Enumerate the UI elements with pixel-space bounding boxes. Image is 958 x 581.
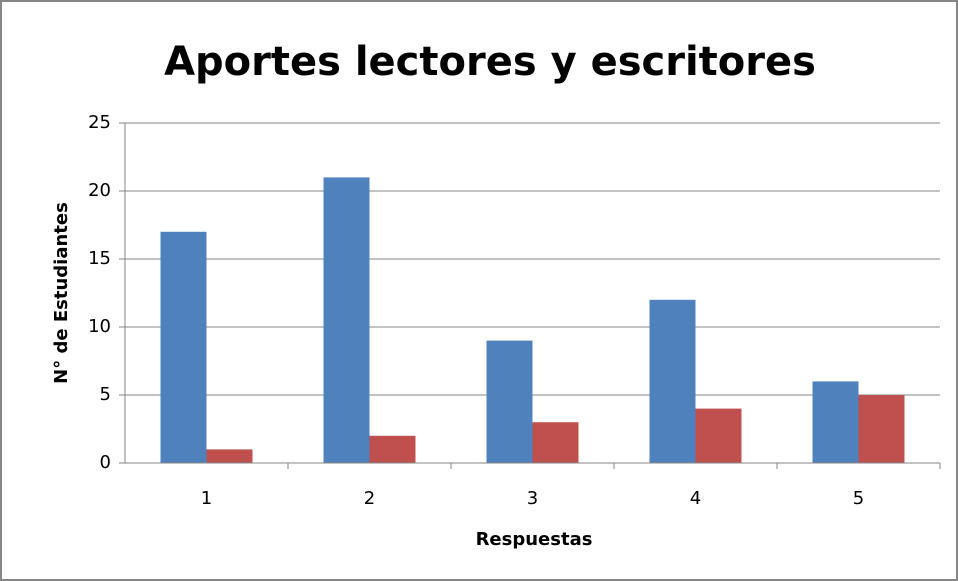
- x-tick-label: 2: [364, 488, 375, 509]
- y-axis-label: N° de Estudiantes: [51, 202, 72, 384]
- bar: [649, 299, 696, 463]
- x-axis-label: Respuestas: [476, 529, 593, 550]
- x-tick-label: 5: [853, 488, 864, 509]
- bar: [812, 381, 859, 463]
- y-tick-label: 15: [88, 248, 111, 269]
- bar: [206, 449, 253, 463]
- bar: [160, 231, 207, 463]
- bar: [858, 395, 905, 463]
- bar: [323, 177, 370, 463]
- y-tick-label: 20: [88, 180, 111, 201]
- x-tick-label: 4: [690, 488, 701, 509]
- y-tick-label: 10: [88, 316, 111, 337]
- x-tick-label: 3: [527, 488, 538, 509]
- bar: [369, 435, 416, 463]
- bar: [695, 408, 742, 463]
- y-tick-label: 0: [100, 452, 111, 473]
- bar: [532, 422, 579, 463]
- y-tick-label: 5: [100, 384, 111, 405]
- x-tick-label: 1: [201, 488, 212, 509]
- y-tick-label: 25: [88, 112, 111, 133]
- chart-title: Aportes lectores y escritores: [164, 39, 816, 85]
- bar: [486, 340, 533, 463]
